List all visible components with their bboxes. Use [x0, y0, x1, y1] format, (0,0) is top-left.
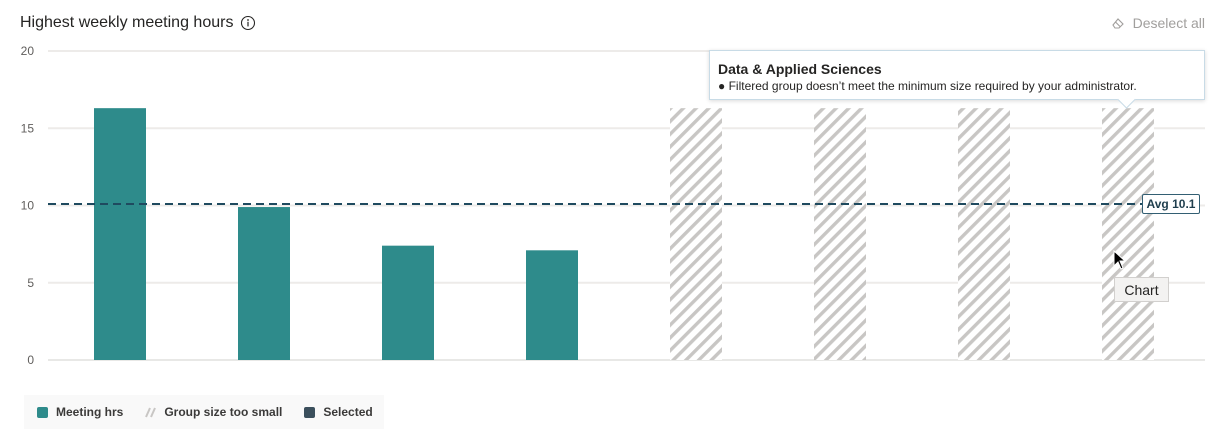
- legend-label: Group size too small: [164, 405, 283, 419]
- bar-meeting-hrs[interactable]: [238, 207, 290, 360]
- legend-swatch: [37, 406, 48, 418]
- deselect-all-button[interactable]: Deselect all: [1111, 15, 1205, 31]
- y-tick-label: 10: [21, 199, 35, 213]
- deselect-all-label: Deselect all: [1132, 15, 1205, 31]
- y-tick-label: 20: [21, 44, 35, 58]
- bar-group-too-small[interactable]: [670, 108, 722, 360]
- y-tick-label: 15: [21, 121, 35, 135]
- legend-item-meeting-hrs[interactable]: Meeting hrs: [37, 405, 123, 419]
- legend-item-group-size-too-small[interactable]: Group size too small: [145, 405, 282, 419]
- bars[interactable]: [94, 108, 1154, 360]
- title-wrap: Highest weekly meeting hours: [20, 14, 256, 32]
- legend-swatch: [304, 406, 316, 418]
- chart-title: Highest weekly meeting hours: [20, 14, 234, 31]
- info-icon[interactable]: [240, 15, 256, 31]
- legend-label: Selected: [323, 405, 373, 419]
- bar-group-too-small[interactable]: [958, 108, 1010, 360]
- bar-group-too-small[interactable]: [1102, 108, 1154, 360]
- legend-swatch-hatched: [145, 407, 157, 418]
- average-badge: Avg 10.1: [1142, 194, 1200, 214]
- bar-meeting-hrs[interactable]: [382, 245, 434, 360]
- legend-label: Meeting hrs: [56, 405, 124, 419]
- eraser-icon: [1111, 16, 1125, 30]
- y-axis-ticks: 0 5 10 15 20: [21, 44, 35, 367]
- bar-meeting-hrs[interactable]: [94, 108, 146, 360]
- group-tooltip: Data & Applied Sciences ● Filtered group…: [709, 50, 1205, 100]
- y-tick-label: 5: [27, 276, 34, 290]
- legend-item-selected[interactable]: Selected: [304, 405, 373, 419]
- bar-group-too-small[interactable]: [814, 108, 866, 360]
- tooltip-title: Data & Applied Sciences: [718, 61, 882, 77]
- y-tick-label: 0: [27, 353, 34, 367]
- tooltip-text: ● Filtered group doesn’t meet the minimu…: [718, 79, 1137, 93]
- mouse-cursor-icon: [1113, 249, 1129, 272]
- hover-tooltip: Chart: [1114, 277, 1169, 302]
- chart-header: Highest weekly meeting hours Deselect al…: [20, 10, 1205, 36]
- bar-meeting-hrs[interactable]: [526, 250, 578, 360]
- chart-legend: Meeting hrs Group size too small Selecte…: [24, 395, 384, 429]
